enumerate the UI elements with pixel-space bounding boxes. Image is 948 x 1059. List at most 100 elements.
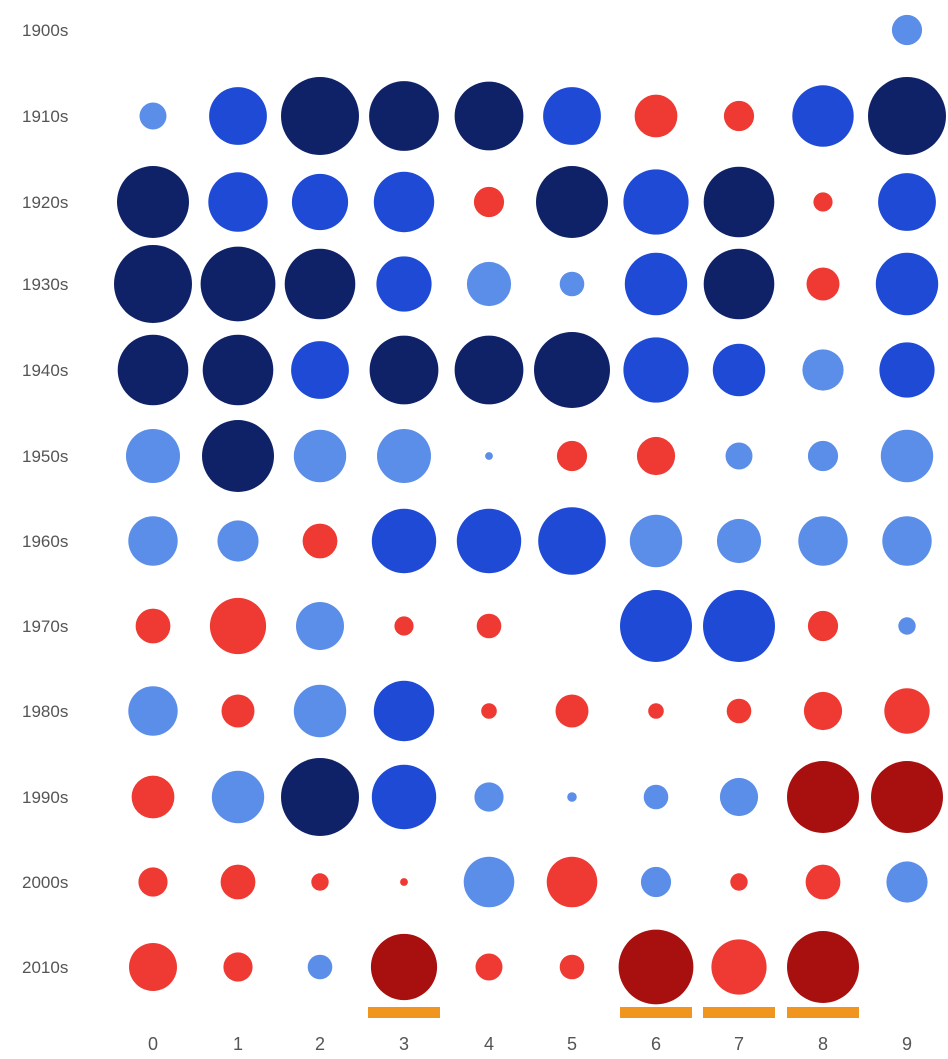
bubble-2010s-5 [559,954,585,980]
bubble-1960s-8 [798,516,848,566]
bubble-1910s-0 [139,102,167,130]
bubble-1930s-3 [376,256,432,312]
row-label-1950s: 1950s [22,447,68,466]
bubble-1940s-7 [712,343,766,397]
bubble-1960s-4 [456,508,522,574]
row-label-1910s: 1910s [22,107,68,126]
bubble-1950s-4 [485,452,493,460]
bubble-1930s-1 [200,246,276,322]
column-label-2: 2 [315,1034,325,1054]
bubble-1920s-3 [373,171,435,233]
highlight-bars [368,1007,859,1018]
row-label-2000s: 2000s [22,873,68,892]
column-label-0: 0 [148,1034,158,1054]
bubble-1910s-4 [454,81,524,151]
bubble-1990s-8 [787,761,859,833]
bubble-1950s-6 [636,436,676,476]
bubble-1980s-0 [128,686,178,736]
column-labels: 0 1 2 3 4 5 6 7 8 9 [148,1034,912,1054]
row-label-1970s: 1970s [22,617,68,636]
bubble-2010s-1 [223,952,253,982]
bubble-1910s-1 [209,87,267,145]
bubble-1970s-7 [703,590,775,662]
bubble-1990s-2 [281,758,359,836]
bubble-1960s-1 [217,520,259,562]
bubble-1920s-2 [291,173,349,231]
bubble-1960s-2 [302,523,338,559]
bubble-1930s-7 [703,248,775,320]
bubble-1990s-4 [474,782,504,812]
bubble-1900s-9 [891,14,923,46]
bubble-1910s-2 [281,77,359,155]
bubble-1940s-9 [879,342,935,398]
bubble-1920s-5 [536,166,608,238]
row-label-1930s: 1930s [22,275,68,294]
highlight-bar-7 [703,1007,775,1018]
bubble-2010s-8 [787,931,859,1003]
bubble-1930s-5 [559,271,585,297]
bubble-1980s-8 [803,691,843,731]
bubble-2000s-6 [640,866,672,898]
bubble-1920s-9 [878,173,936,231]
bubble-1980s-4 [481,703,497,719]
bubble-1930s-6 [624,252,688,316]
bubble-1990s-3 [371,764,437,830]
bubble-2000s-1 [220,864,256,900]
bubble-1950s-2 [293,429,347,483]
column-label-5: 5 [567,1034,577,1054]
column-label-8: 8 [818,1034,828,1054]
bubble-1980s-1 [221,694,255,728]
bubble-1930s-9 [875,252,939,316]
bubble-1930s-4 [466,261,512,307]
bubble-1950s-3 [377,429,431,483]
bubble-1970s-2 [296,602,344,650]
bubble-1960s-3 [371,508,437,574]
bubble-2000s-9 [886,861,928,903]
row-labels: 1900s 1910s 1920s 1930s 1940s 1950s 1960s 1970s… [22,21,68,977]
bubble-1990s-5 [567,792,577,802]
bubble-1980s-2 [293,684,347,738]
bubble-1940s-3 [369,335,439,405]
bubble-2000s-0 [138,867,168,897]
bubble-1970s-4 [476,613,502,639]
bubble-1970s-0 [135,608,171,644]
bubble-2000s-7 [730,873,748,891]
highlight-bar-3 [368,1007,440,1018]
bubble-1980s-3 [373,680,435,742]
column-label-3: 3 [399,1034,409,1054]
bubble-1910s-6 [634,94,678,138]
bubble-1940s-1 [202,334,274,406]
bubble-1930s-0 [114,245,192,323]
bubble-1920s-4 [473,186,505,218]
bubble-1950s-8 [807,440,839,472]
bubble-1960s-7 [716,518,762,564]
bubble-1990s-9 [871,761,943,833]
bubble-1910s-5 [543,87,601,145]
bubble-1930s-8 [806,267,840,301]
bubble-2000s-4 [463,856,515,908]
bubble-1940s-6 [623,337,689,403]
bubble-1970s-8 [807,610,839,642]
bubble-1980s-7 [726,698,752,724]
bubble-2010s-3 [370,933,438,1001]
row-label-1900s: 1900s [22,21,68,40]
bubble-1910s-8 [792,85,854,147]
bubble-1950s-9 [880,429,934,483]
column-label-7: 7 [734,1034,744,1054]
bubble-1930s-2 [284,248,356,320]
row-label-1960s: 1960s [22,532,68,551]
bubble-1920s-6 [623,169,689,235]
bubble-1990s-6 [643,784,669,810]
bubble-2010s-2 [307,954,333,980]
bubble-1940s-2 [291,341,349,399]
bubble-1960s-9 [882,516,932,566]
bubble-2010s-7 [711,939,767,995]
bubble-1910s-9 [868,77,946,155]
row-label-1940s: 1940s [22,361,68,380]
bubble-2000s-8 [805,864,841,900]
bubble-1960s-6 [629,514,683,568]
bubble-1920s-1 [208,172,268,232]
row-label-1920s: 1920s [22,193,68,212]
bubble-1950s-0 [126,429,180,483]
column-label-6: 6 [651,1034,661,1054]
